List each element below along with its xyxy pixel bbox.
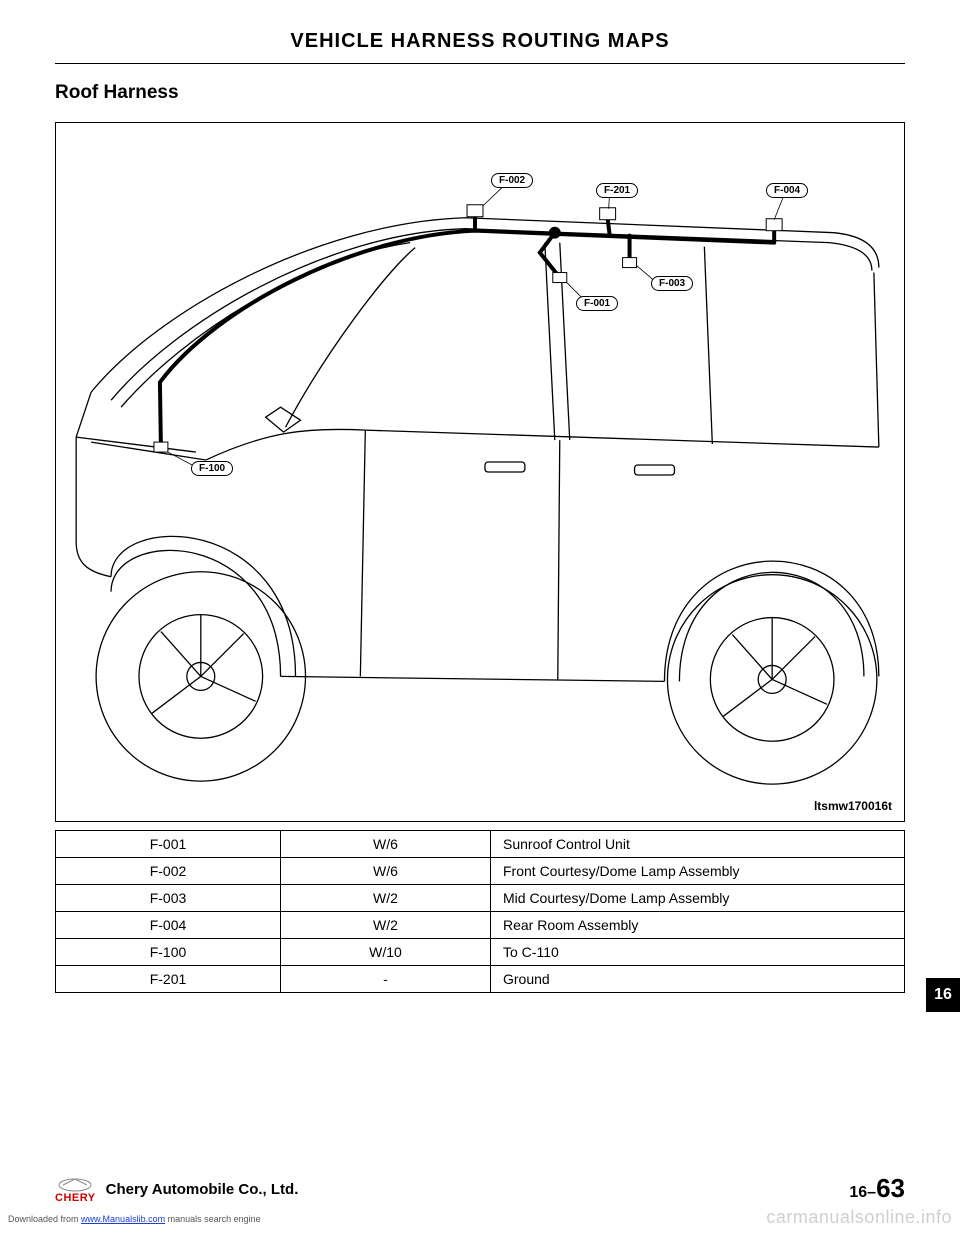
cell-desc: Ground: [491, 966, 905, 993]
cell-desc: Sunroof Control Unit: [491, 831, 905, 858]
cell-desc: Front Courtesy/Dome Lamp Assembly: [491, 858, 905, 885]
cell-pin: -: [281, 966, 491, 993]
watermark-text: carmanualsonline.info: [766, 1207, 952, 1228]
footer-left: CHERY Chery Automobile Co., Ltd.: [55, 1175, 298, 1204]
table-row: F-004 W/2 Rear Room Assembly: [56, 912, 905, 939]
page-prefix: 16–: [849, 1184, 876, 1201]
callout-f201: F-201: [596, 183, 638, 198]
callout-f001: F-001: [576, 296, 618, 311]
section-subtitle: Roof Harness: [55, 82, 905, 104]
page-container: VEHICLE HARNESS ROUTING MAPS Roof Harnes…: [0, 0, 960, 1242]
cell-desc: Mid Courtesy/Dome Lamp Assembly: [491, 885, 905, 912]
cell-desc: Rear Room Assembly: [491, 912, 905, 939]
download-source-line: Downloaded from www.Manualslib.com manua…: [8, 1214, 261, 1224]
header-rule: [55, 63, 905, 64]
cell-id: F-004: [56, 912, 281, 939]
cell-desc: To C-110: [491, 939, 905, 966]
cell-pin: W/6: [281, 858, 491, 885]
cell-pin: W/2: [281, 885, 491, 912]
chapter-side-tab: 16: [926, 978, 960, 1012]
cell-id: F-100: [56, 939, 281, 966]
page-main-num: 63: [876, 1173, 905, 1203]
table-row: F-001 W/6 Sunroof Control Unit: [56, 831, 905, 858]
page-footer: CHERY Chery Automobile Co., Ltd. 16–63: [55, 1173, 905, 1204]
logo-brand-text: CHERY: [55, 1193, 96, 1204]
download-prefix: Downloaded from: [8, 1214, 81, 1224]
chery-logo-icon: [57, 1175, 93, 1193]
connector-table: F-001 W/6 Sunroof Control Unit F-002 W/6…: [55, 830, 905, 993]
page-number: 16–63: [849, 1173, 905, 1204]
cell-pin: W/2: [281, 912, 491, 939]
cell-id: F-201: [56, 966, 281, 993]
page-header-title: VEHICLE HARNESS ROUTING MAPS: [55, 30, 905, 53]
manualslib-link[interactable]: www.Manualslib.com: [81, 1214, 165, 1224]
callout-f004: F-004: [766, 183, 808, 198]
diagram-reference: ltsmw170016t: [814, 799, 892, 813]
cell-id: F-001: [56, 831, 281, 858]
callout-f100: F-100: [191, 461, 233, 476]
table-row: F-003 W/2 Mid Courtesy/Dome Lamp Assembl…: [56, 885, 905, 912]
company-name: Chery Automobile Co., Ltd.: [106, 1181, 299, 1198]
cell-id: F-003: [56, 885, 281, 912]
vehicle-diagram-svg: [56, 123, 904, 821]
table-row: F-201 - Ground: [56, 966, 905, 993]
cell-pin: W/10: [281, 939, 491, 966]
table-row: F-002 W/6 Front Courtesy/Dome Lamp Assem…: [56, 858, 905, 885]
cell-pin: W/6: [281, 831, 491, 858]
callout-f003: F-003: [651, 276, 693, 291]
chery-logo: CHERY: [55, 1175, 96, 1204]
table-row: F-100 W/10 To C-110: [56, 939, 905, 966]
cell-id: F-002: [56, 858, 281, 885]
diagram-figure: F-002 F-201 F-004 F-003 F-001 F-100 ltsm…: [55, 122, 905, 822]
download-suffix: manuals search engine: [165, 1214, 261, 1224]
callout-f002: F-002: [491, 173, 533, 188]
